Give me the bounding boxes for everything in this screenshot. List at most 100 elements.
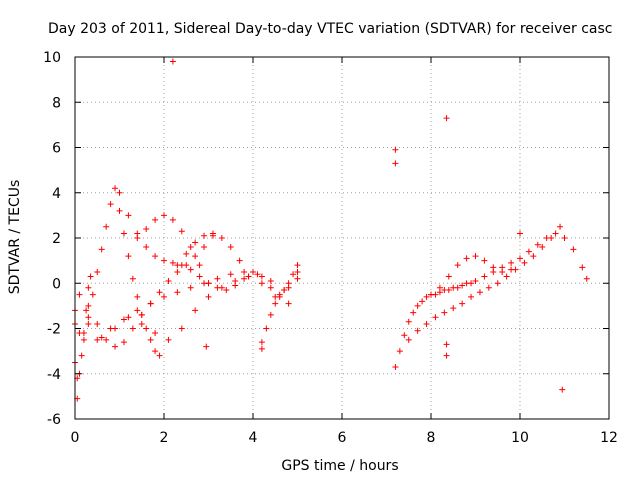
data-point	[192, 307, 199, 314]
data-point	[232, 277, 239, 284]
x-tick-label: 2	[160, 430, 169, 446]
data-point	[129, 275, 136, 282]
data-point	[392, 363, 399, 370]
data-point	[218, 235, 225, 241]
data-point	[290, 271, 297, 278]
data-point	[169, 216, 176, 223]
data-point	[209, 230, 216, 237]
data-point	[125, 253, 132, 260]
data-point	[557, 223, 564, 230]
series-track-l	[428, 230, 523, 298]
data-point	[187, 266, 194, 273]
data-point	[227, 271, 234, 278]
data-point	[120, 316, 127, 323]
data-point	[196, 262, 203, 269]
data-point	[143, 244, 150, 251]
data-point	[134, 307, 141, 314]
data-point	[472, 253, 479, 260]
data-point	[112, 343, 119, 350]
data-point	[165, 277, 172, 284]
y-tick-label: -6	[47, 412, 61, 428]
data-point	[454, 284, 461, 291]
series-track-c	[94, 268, 301, 343]
data-point	[539, 244, 546, 251]
series-track-h	[72, 273, 94, 382]
data-point	[468, 280, 475, 287]
data-point	[203, 343, 210, 350]
data-point	[392, 146, 399, 153]
data-point	[432, 314, 439, 321]
data-point	[161, 257, 167, 264]
data-point	[125, 212, 132, 219]
data-point	[218, 284, 225, 291]
data-point	[152, 216, 159, 223]
series-track-j	[392, 230, 590, 370]
data-point	[392, 160, 399, 167]
data-point	[94, 336, 101, 343]
data-point	[201, 244, 208, 251]
data-point	[187, 284, 194, 291]
data-point	[396, 348, 403, 355]
y-tick-label: 6	[52, 141, 61, 157]
data-point	[267, 277, 274, 284]
data-point	[76, 291, 83, 298]
data-point	[454, 262, 461, 269]
data-point	[281, 287, 288, 294]
data-point	[241, 275, 248, 282]
data-point	[89, 291, 96, 298]
data-point	[258, 345, 265, 352]
data-point	[98, 334, 105, 341]
data-point	[570, 246, 577, 253]
data-point	[94, 320, 101, 327]
data-point	[183, 262, 190, 269]
x-tick-label: 4	[249, 430, 258, 446]
data-point	[214, 275, 221, 282]
data-point	[419, 298, 426, 305]
data-point	[236, 257, 243, 264]
data-point	[258, 273, 265, 280]
data-point	[583, 275, 590, 282]
data-point	[405, 318, 412, 325]
data-point	[263, 325, 270, 332]
x-tick-label: 10	[511, 430, 529, 446]
data-point	[85, 302, 92, 309]
y-tick-label: 2	[52, 231, 61, 247]
data-point	[503, 273, 510, 280]
data-point	[125, 314, 132, 321]
data-point	[120, 230, 127, 237]
y-tick-label: 10	[43, 50, 61, 66]
data-point	[267, 284, 274, 291]
data-point	[192, 253, 199, 260]
axis-ticks: 0 2 4 6 8 10 12 -6 -4 -2 0 2 4 6 8 10	[43, 50, 618, 446]
data-point	[481, 273, 488, 280]
data-point	[276, 293, 283, 300]
data-point	[107, 201, 114, 208]
data-point	[472, 277, 479, 284]
data-point	[254, 271, 261, 278]
data-point	[401, 332, 408, 339]
data-point	[152, 348, 159, 355]
data-point	[428, 291, 434, 298]
data-point	[152, 253, 159, 260]
data-point	[227, 244, 234, 251]
data-points	[72, 58, 590, 402]
data-point	[174, 268, 181, 275]
data-point	[103, 223, 110, 230]
data-point	[272, 300, 279, 307]
data-point	[205, 293, 212, 300]
data-point	[152, 330, 159, 337]
data-point	[405, 336, 412, 343]
data-point	[468, 293, 475, 300]
data-point	[80, 330, 87, 337]
data-point	[423, 293, 430, 300]
data-point	[87, 273, 94, 280]
data-point	[165, 336, 172, 343]
data-point	[245, 273, 252, 280]
data-point	[201, 232, 208, 239]
data-point	[161, 212, 167, 219]
y-tick-label: 8	[52, 95, 61, 111]
data-point	[443, 341, 450, 348]
data-point	[169, 259, 176, 266]
data-point	[525, 248, 532, 255]
data-point	[156, 352, 163, 359]
